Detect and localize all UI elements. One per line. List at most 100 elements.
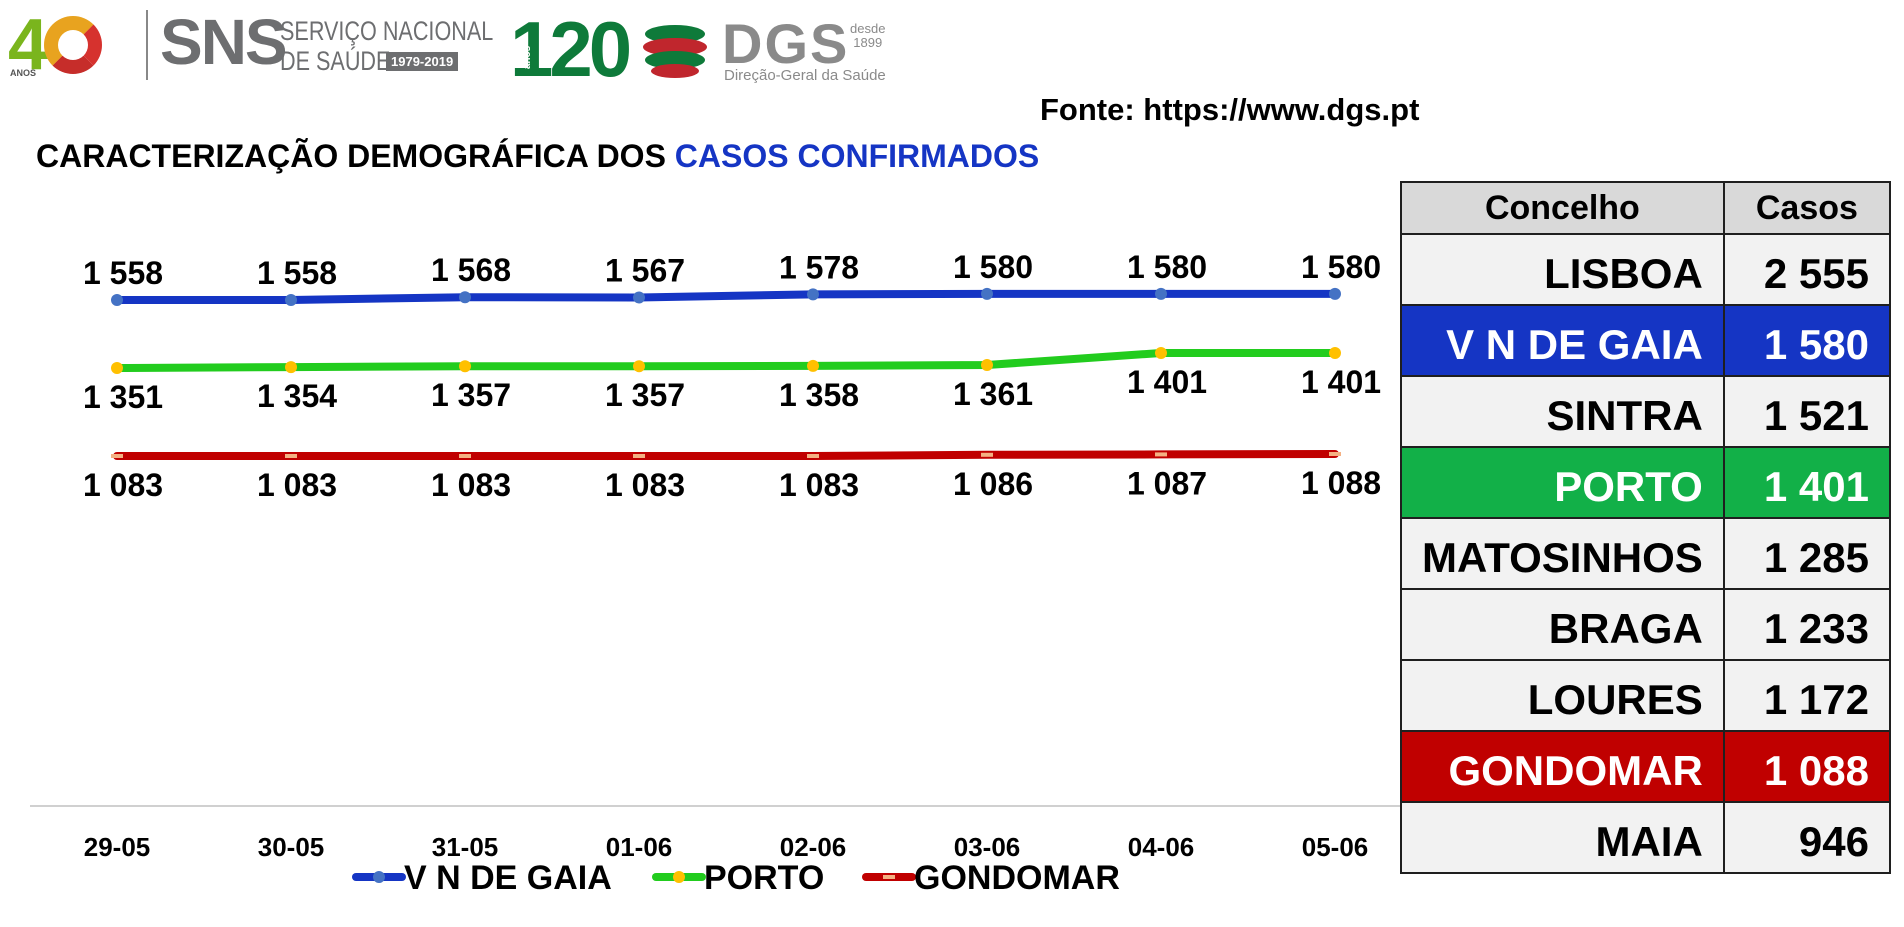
data-point bbox=[111, 454, 123, 458]
cell-concelho: LOURES bbox=[1400, 659, 1725, 732]
col-header-casos: Casos bbox=[1722, 181, 1892, 235]
series-line-1 bbox=[113, 349, 1339, 372]
data-label: 1 083 bbox=[83, 467, 163, 503]
legend-label: PORTO bbox=[704, 859, 824, 897]
table-row: PORTO 1 401 bbox=[1400, 446, 1892, 519]
legend-marker bbox=[373, 871, 385, 883]
x-tick-label: 01-06 bbox=[606, 832, 673, 862]
cell-casos: 1 233 bbox=[1722, 588, 1892, 661]
sns-logo-years: 1979-2019 bbox=[386, 52, 459, 71]
table-row: GONDOMAR 1 088 bbox=[1400, 730, 1892, 803]
x-tick-label: 04-06 bbox=[1128, 832, 1195, 862]
x-tick-label: 31-05 bbox=[432, 832, 499, 862]
data-label: 1 086 bbox=[953, 466, 1033, 502]
cell-concelho: MAIA bbox=[1400, 801, 1725, 874]
cell-casos: 1 521 bbox=[1722, 375, 1892, 448]
cell-concelho: GONDOMAR bbox=[1400, 730, 1725, 803]
data-point bbox=[981, 287, 993, 300]
cell-casos: 1 285 bbox=[1722, 517, 1892, 590]
page-title: CARACTERIZAÇÃO DEMOGRÁFICA DOS CASOS CON… bbox=[36, 140, 1039, 172]
data-label: 1 580 bbox=[953, 249, 1033, 285]
data-point bbox=[807, 359, 819, 372]
legend-label: V N DE GAIA bbox=[404, 859, 612, 897]
cell-casos: 1 580 bbox=[1722, 304, 1892, 377]
data-point bbox=[633, 360, 645, 373]
data-label: 1 401 bbox=[1127, 364, 1207, 400]
legend-marker bbox=[883, 875, 895, 879]
data-point bbox=[633, 291, 645, 304]
dgs-logo-word: DGS bbox=[722, 12, 850, 75]
data-point bbox=[1329, 347, 1341, 359]
sns-logo-word: SNS bbox=[160, 6, 288, 78]
data-point bbox=[1329, 452, 1341, 456]
cell-concelho: MATOSINHOS bbox=[1400, 517, 1725, 590]
data-point bbox=[1155, 287, 1167, 300]
data-label: 1 580 bbox=[1127, 249, 1207, 285]
dgs-120-number: 120 bbox=[510, 5, 632, 93]
data-point bbox=[111, 294, 123, 306]
source-note: Fonte: https://www.dgs.pt bbox=[1040, 92, 1420, 127]
data-label: 1 568 bbox=[431, 252, 511, 288]
x-tick-label: 30-05 bbox=[258, 832, 325, 862]
data-label: 1 354 bbox=[257, 378, 337, 414]
data-point bbox=[459, 454, 471, 458]
data-label: 1 358 bbox=[779, 377, 859, 413]
data-point bbox=[981, 452, 993, 457]
dgs-desde-year: 1899 bbox=[853, 35, 883, 51]
data-point bbox=[1155, 452, 1167, 457]
data-point bbox=[285, 294, 297, 306]
dgs-120-logo: 120 bbox=[510, 10, 632, 88]
data-point bbox=[981, 359, 993, 371]
table-header-row: Concelho Casos bbox=[1400, 181, 1892, 235]
legend-label: GONDOMAR bbox=[914, 859, 1120, 897]
table-row: LISBOA 2 555 bbox=[1400, 233, 1892, 306]
data-point bbox=[633, 454, 645, 458]
data-label: 1 351 bbox=[83, 379, 163, 415]
table-row: LOURES 1 172 bbox=[1400, 659, 1892, 732]
table-row: SINTRA 1 521 bbox=[1400, 375, 1892, 448]
x-tick-label: 05-06 bbox=[1302, 832, 1369, 862]
data-label: 1 357 bbox=[605, 377, 685, 413]
cell-concelho: V N DE GAIA bbox=[1400, 304, 1725, 377]
cell-casos: 1 401 bbox=[1722, 446, 1892, 519]
data-label: 1 083 bbox=[779, 467, 859, 503]
legend-marker bbox=[673, 871, 685, 883]
title-part1: CARACTERIZAÇÃO DEMOGRÁFICA DOS bbox=[36, 138, 675, 174]
table-row: BRAGA 1 233 bbox=[1400, 588, 1892, 661]
data-label: 1 567 bbox=[605, 252, 685, 288]
x-tick-label: 29-05 bbox=[84, 832, 151, 862]
series-line-2 bbox=[113, 450, 1339, 460]
cell-concelho: BRAGA bbox=[1400, 588, 1725, 661]
data-label: 1 401 bbox=[1301, 364, 1381, 400]
data-point bbox=[459, 360, 471, 373]
cell-casos: 2 555 bbox=[1722, 233, 1892, 306]
line-chart: 1 558 1 558 1 568 1 567 1 578 1 580 1 580 1 580… bbox=[30, 249, 1400, 897]
data-point bbox=[807, 454, 819, 458]
sns-logo-line2: DE SAÚDE bbox=[280, 46, 391, 76]
dgs-logo-subtitle: Direção-Geral da Saúde bbox=[724, 67, 886, 84]
cell-casos: 1 088 bbox=[1722, 730, 1892, 803]
table-row: MAIA 946 bbox=[1400, 801, 1892, 874]
x-tick-label: 02-06 bbox=[780, 832, 847, 862]
x-tick-label: 03-06 bbox=[954, 832, 1021, 862]
dgs-desde-label: desde bbox=[850, 21, 886, 36]
logo-divider bbox=[146, 10, 148, 80]
data-point bbox=[285, 454, 297, 458]
cell-casos: 946 bbox=[1722, 801, 1892, 874]
dgs-logo-since: desde 1899 bbox=[850, 21, 886, 51]
col-header-concelho: Concelho bbox=[1400, 181, 1725, 235]
logo-40-digit: 4 bbox=[8, 5, 48, 85]
sns-40-anos-logo: 40 4 ANOS bbox=[8, 5, 103, 85]
cases-table: Concelho Casos LISBOA 2 555 V N DE GAIA 1 5… bbox=[1400, 181, 1892, 874]
data-label: 1 578 bbox=[779, 249, 859, 285]
table-row: MATOSINHOS 1 285 bbox=[1400, 517, 1892, 590]
sns-logo-line1: SERVIÇO NACIONAL bbox=[280, 16, 494, 46]
data-label: 1 558 bbox=[257, 255, 337, 291]
data-point bbox=[111, 362, 123, 374]
dgs-emblem-icon bbox=[643, 25, 707, 78]
cell-casos: 1 172 bbox=[1722, 659, 1892, 732]
data-label: 1 580 bbox=[1301, 249, 1381, 285]
data-label: 1 083 bbox=[605, 467, 685, 503]
logo-40-anos: ANOS bbox=[10, 68, 37, 78]
data-label: 1 361 bbox=[953, 376, 1033, 412]
